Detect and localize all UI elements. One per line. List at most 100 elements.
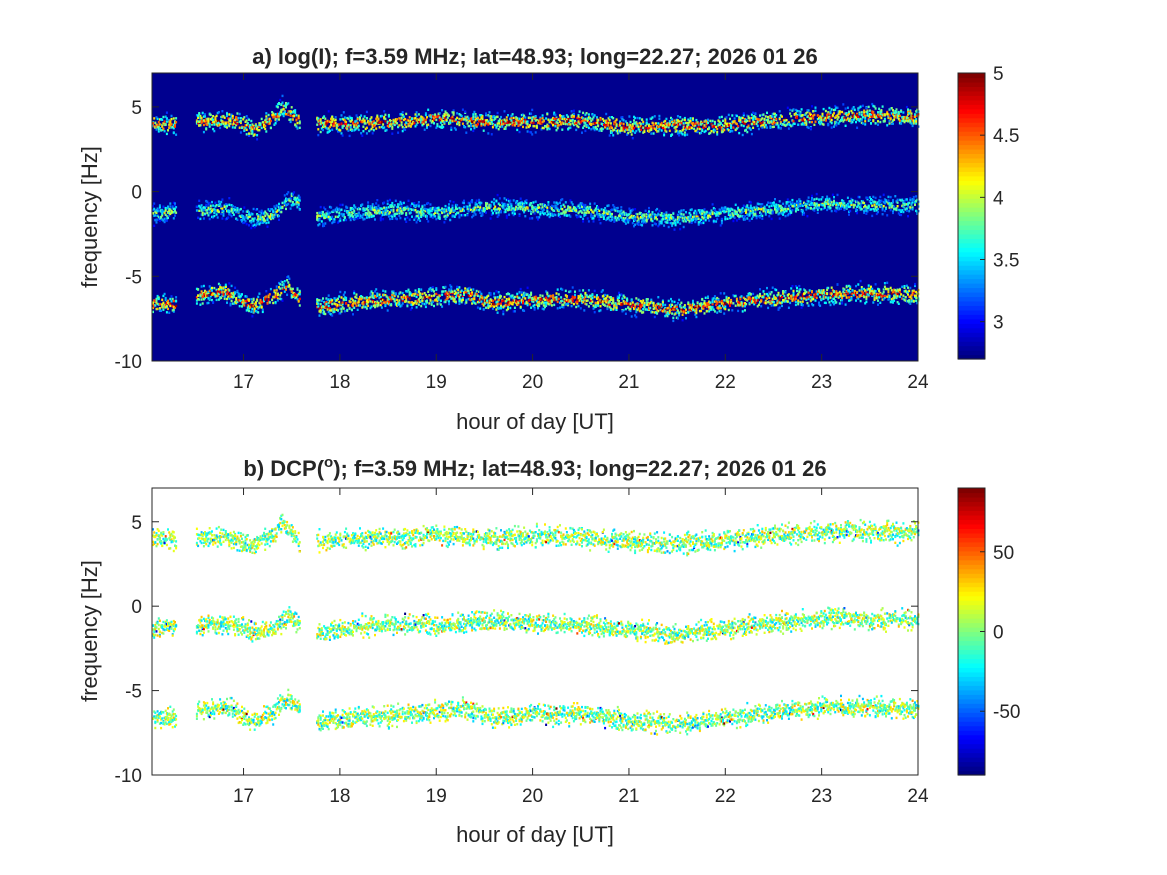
heatmap-cell [239,295,242,298]
heatmap-cell [392,118,395,122]
heatmap-cell [361,208,364,211]
heatmap-cell [826,197,829,201]
heatmap-cell [597,215,600,218]
heatmap-cell [902,117,905,121]
heatmap-cell [316,118,319,121]
heatmap-cell [804,121,807,124]
heatmap-cell [257,220,260,223]
heatmap-cell [295,202,298,205]
heatmap-cell [908,205,911,209]
heatmap-cell [265,221,268,225]
heatmap-cell [282,112,285,115]
heatmap-cell [350,211,353,214]
heatmap-cell [636,215,639,219]
heatmap-cell [914,115,916,119]
heatmap-cell [912,120,915,124]
heatmap-cell [228,113,231,116]
heatmap-cell [753,206,756,209]
heatmap-cell [443,121,446,124]
heatmap-cell [245,123,248,127]
heatmap-cell [805,112,808,115]
heatmap-cell [376,115,379,119]
heatmap-cell [601,213,604,217]
heatmap-cell [361,119,364,122]
heatmap-cell [892,201,894,204]
heatmap-cell [443,114,446,117]
heatmap-cell [486,122,489,125]
heatmap-cell [815,197,818,200]
heatmap-cell [596,213,598,216]
heatmap-cell [735,127,738,130]
heatmap-cell [362,125,365,128]
heatmap-cell [231,126,234,129]
heatmap-cell [460,118,463,121]
heatmap-cell [297,116,300,120]
heatmap-cell [367,204,370,208]
heatmap-cell [535,210,538,213]
heatmap-cell [370,215,373,218]
heatmap-cell [611,208,613,211]
heatmap-cell [660,129,663,132]
heatmap-cell [552,121,555,124]
heatmap-cell [474,124,477,127]
heatmap-cell [811,196,813,200]
heatmap-cell [243,126,246,129]
heatmap-cell [905,119,908,122]
heatmap-cell [723,124,726,128]
heatmap-cell [742,218,745,221]
heatmap-cell [790,203,793,206]
heatmap-cell [347,210,350,213]
heatmap-cell [569,119,572,123]
heatmap-cell [893,111,896,114]
heatmap-cell [769,120,772,123]
heatmap-cell [419,219,422,222]
heatmap-cell [482,129,485,132]
heatmap-cell [319,118,322,121]
heatmap-cell [911,114,914,118]
heatmap-cell [639,212,642,215]
heatmap-cell [370,121,373,124]
heatmap-cell [408,212,411,215]
heatmap-cell [445,113,448,117]
heatmap-cell [701,128,704,131]
heatmap-cell [860,111,863,114]
heatmap-cell [449,218,452,222]
heatmap-cell [487,132,490,135]
heatmap-cell [750,132,753,136]
heatmap-cell [778,110,781,113]
heatmap-cell [600,127,603,130]
heatmap-cell [841,202,844,206]
heatmap-cell [172,308,175,311]
heatmap-cell [653,123,656,126]
heatmap-cell [752,116,755,119]
heatmap-cell [549,118,552,122]
heatmap-cell [485,119,487,122]
heatmap-cell [248,304,250,308]
heatmap-cell [164,213,167,216]
heatmap-cell [511,207,514,210]
heatmap-cell [216,119,219,123]
heatmap-cell [454,128,457,131]
heatmap-cell [629,120,632,124]
heatmap-cell [744,120,746,123]
heatmap-cell [908,119,911,122]
heatmap-cell [651,212,654,216]
heatmap-cell [296,201,299,204]
heatmap-cell [655,209,657,212]
heatmap-cell [295,117,298,120]
heatmap-cell [461,214,464,217]
heatmap-cell [811,202,813,205]
heatmap-cell [798,110,801,113]
heatmap-cell [211,293,213,296]
heatmap-cell [249,213,252,217]
heatmap-cell [619,215,622,218]
heatmap-cell [811,115,813,118]
heatmap-cell [433,116,435,120]
heatmap-cell [589,122,592,125]
heatmap-cell [518,117,521,120]
heatmap-cell [285,102,287,105]
heatmap-cell [812,114,815,117]
heatmap-cell [798,198,801,201]
heatmap-cell [211,123,213,126]
heatmap-cell [577,120,580,123]
